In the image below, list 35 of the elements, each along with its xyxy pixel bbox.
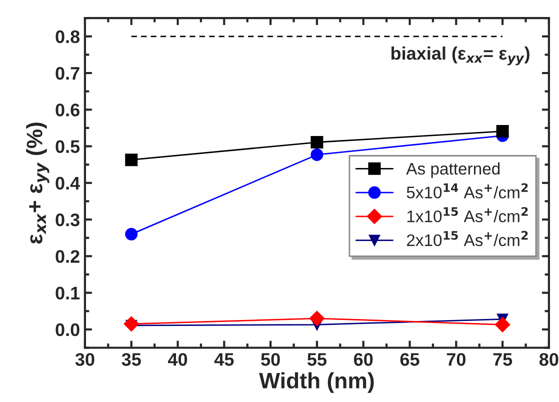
y-tick-label: 0.0 [56,323,80,336]
x-tick-label: 30 [75,353,94,366]
y-tick-label: 0.3 [56,213,80,226]
point [125,154,138,166]
x-tick-label: 80 [539,353,558,366]
point [310,136,324,149]
x-tick-label: 75 [493,353,512,366]
x-tick-label: 65 [400,353,420,366]
x-tick-label: 35 [122,353,141,366]
y-tick-label: 0.5 [56,140,80,154]
x-tick-label: 70 [446,353,466,366]
legend-label: 5x10$^{14}$ As$^{+}$/cm$^{2}$ [406,183,528,198]
point [494,317,510,332]
x-axis-title: Width (nm) [259,372,374,393]
legend-label: 2x10$^{15}$ As$^{+}$/cm$^{2}$ [406,230,528,246]
y-tick-label: 0.7 [56,66,80,80]
point [309,310,325,326]
y-tick-label: 0.1 [56,286,80,300]
x-tick-label: 60 [354,353,373,366]
annotation: biaxial (ε$_{xx}$= ε$_{yy}$) [391,46,530,66]
y-tick-label: 0.4 [56,176,80,190]
x-tick-label: 55 [307,353,326,366]
y-tick-label: 0.2 [56,250,80,263]
point [124,316,139,332]
legend-label: 1x10$^{15}$ As$^{+}$/cm$^{2}$ [407,207,528,222]
y-tick-label: 0.6 [56,104,80,116]
y-tick-label: 0.8 [56,30,80,44]
point [125,228,138,240]
x-tick-label: 45 [214,353,234,366]
legend-label: As patterned [406,162,500,178]
point [496,125,509,138]
x-tick-label: 50 [261,353,280,366]
x-tick-label: 40 [168,353,188,366]
point [310,148,324,161]
y-axis-title: ε$_{xx}$+ ε$_{yy}$ (%) [26,122,50,244]
